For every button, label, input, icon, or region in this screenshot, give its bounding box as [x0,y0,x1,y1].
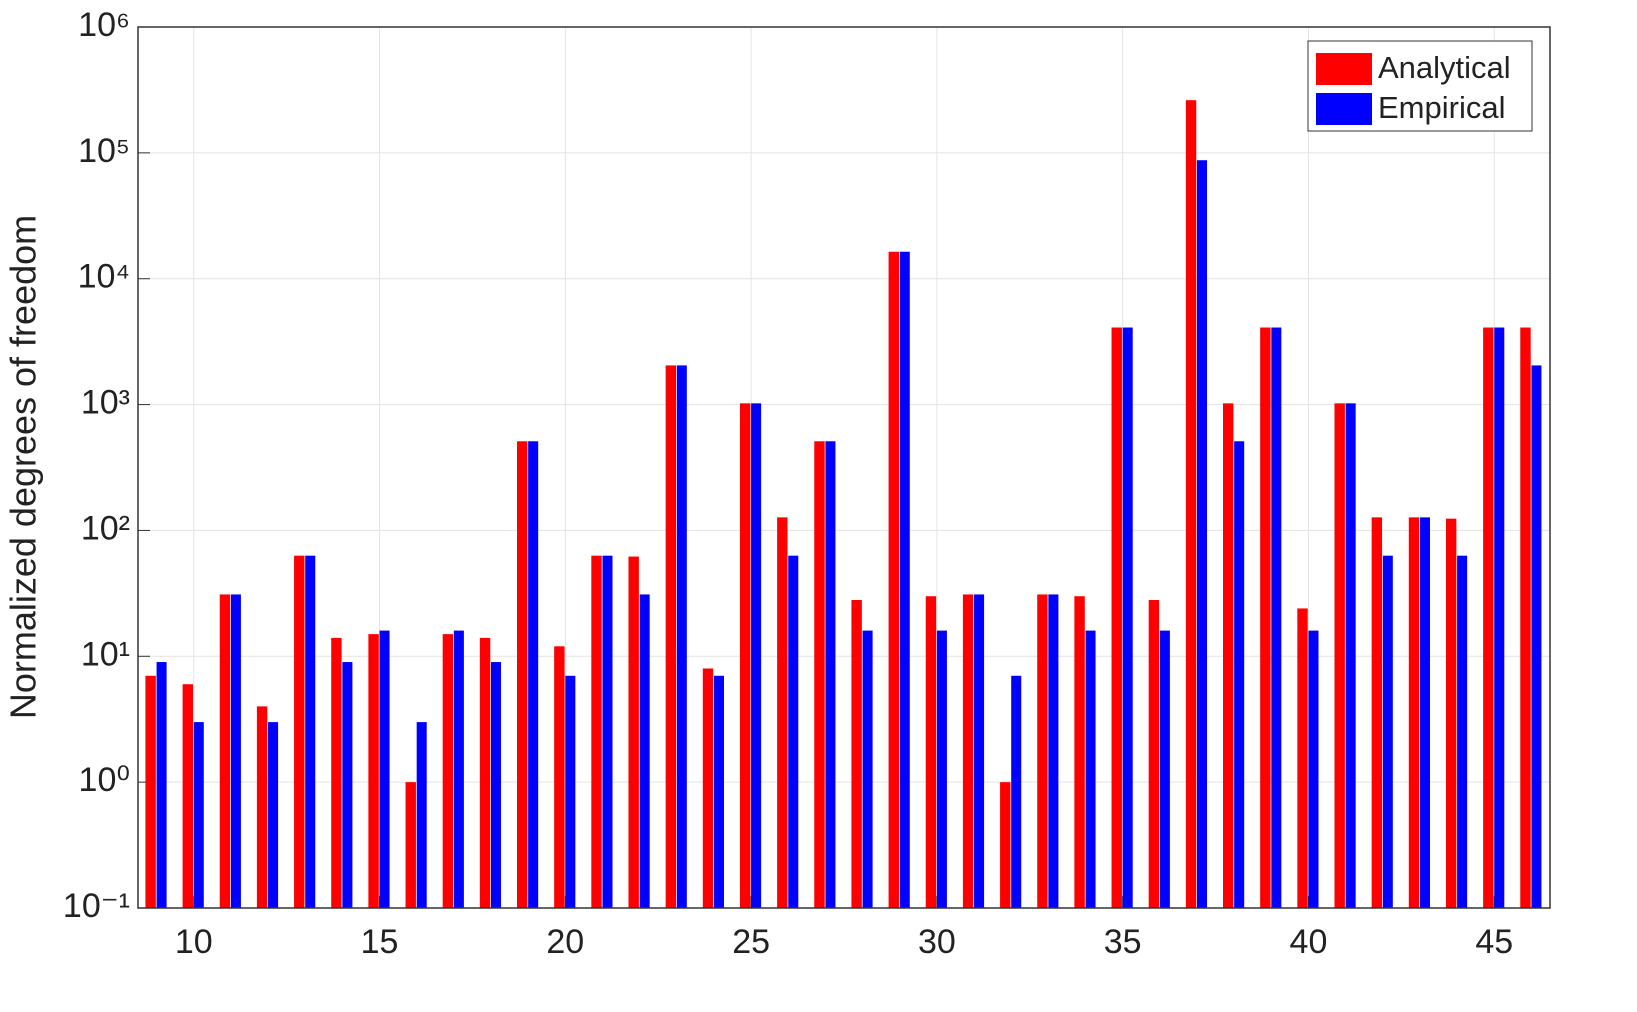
x-tick-label: 30 [918,923,956,961]
bar [479,637,491,908]
bar [1048,594,1059,908]
bar [788,555,799,908]
x-tick-label: 40 [1290,923,1328,961]
bar [379,630,390,908]
x-tick-label: 45 [1475,923,1513,961]
bar [936,630,947,908]
bar [1271,327,1282,908]
y-tick-label: 10¹ [81,635,130,673]
bar [1297,608,1308,908]
bar [368,634,379,908]
bar [1520,327,1531,908]
bar [517,441,528,908]
bar [925,596,937,908]
bar [156,662,167,908]
legend-swatch [1316,53,1372,85]
bar [331,637,342,908]
y-tick-label: 10⁰ [79,761,130,799]
bar [1159,630,1170,908]
x-tick-label: 25 [732,923,770,961]
bar [639,594,650,908]
bar [713,675,724,908]
bar [565,675,576,908]
bar [528,441,539,908]
bar [1419,517,1430,908]
bar [1148,600,1160,908]
legend-swatch [1316,93,1372,125]
bar [739,403,751,908]
x-tick-label: 20 [546,923,584,961]
bar [453,630,464,908]
bar [1085,630,1096,908]
bar [962,594,974,908]
bar [751,403,762,908]
bar [1308,630,1319,908]
bar [1122,327,1133,908]
bar [405,782,416,908]
bar [342,662,353,908]
bar [182,684,193,908]
bar [825,441,836,908]
bar [676,365,687,908]
legend-label: Empirical [1378,90,1505,125]
bar [1494,327,1505,908]
bar [899,251,910,909]
bar [591,555,602,908]
bar [1074,596,1085,908]
bar [1531,365,1542,908]
bar [219,594,231,908]
y-axis-label: Normalized degrees of freedom [3,215,44,719]
bar [1483,327,1494,908]
bar [294,555,305,908]
bar [491,662,502,908]
bar [554,646,565,908]
bar [1011,675,1022,908]
bar [193,722,204,908]
x-tick-label: 15 [361,923,399,961]
y-tick-label: 10³ [81,384,130,422]
bar [1345,403,1356,908]
bar [1457,555,1468,908]
bar [628,556,639,908]
y-tick-label: 10² [81,509,130,547]
bar [416,722,427,908]
bar [602,555,613,908]
y-tick-label: 10⁴ [78,258,130,296]
bar [665,365,677,908]
bar [1445,518,1457,908]
bar [851,600,862,908]
bar [1260,327,1271,908]
legend-label: Analytical [1378,50,1511,85]
axes-box [137,26,1551,909]
bar [702,668,714,908]
bar [1197,160,1208,908]
bar [974,594,985,908]
bar [814,441,825,908]
bar [1382,555,1393,908]
bar [777,517,788,908]
bar [888,251,899,909]
bar [256,706,268,908]
y-tick-label: 10⁶ [78,6,130,44]
bar [442,634,454,908]
bar [1037,594,1048,908]
bar [862,630,873,908]
x-tick-label: 35 [1104,923,1142,961]
bar [305,555,316,908]
bar [1408,517,1420,908]
x-tick-label: 10 [175,923,213,961]
bar [1371,517,1383,908]
y-tick-label: 10⁵ [78,132,130,170]
bar [1223,403,1234,908]
bar [145,675,156,908]
bar [1185,100,1197,909]
bar [1000,782,1011,908]
y-tick-label: 10⁻¹ [63,887,130,925]
bar [230,594,241,908]
bar [1234,441,1245,908]
bar [1111,327,1122,908]
bar [1334,403,1345,908]
bar [268,722,279,908]
